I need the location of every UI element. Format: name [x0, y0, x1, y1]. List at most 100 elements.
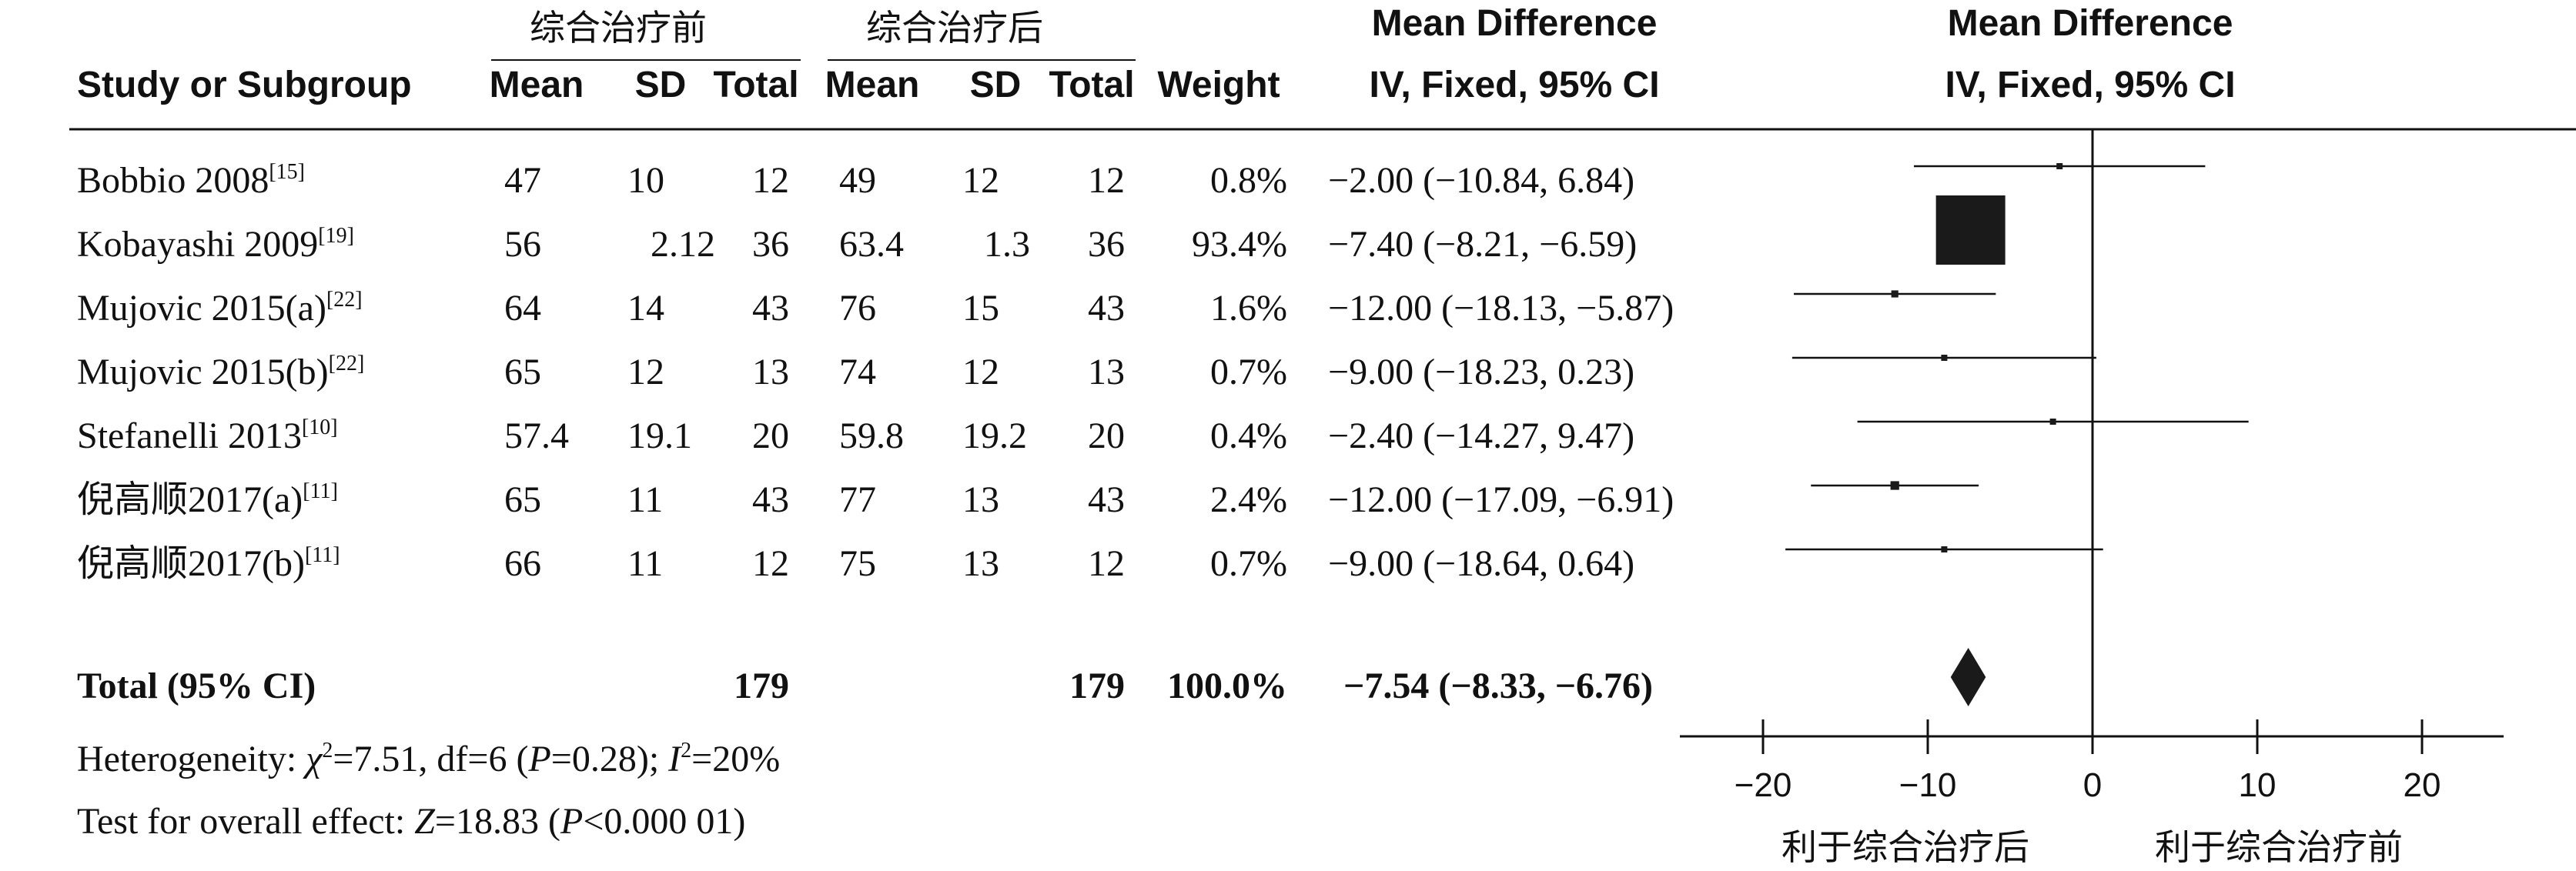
cell-total2: 43 — [1088, 288, 1125, 329]
cell-sd2: 13 — [962, 479, 999, 520]
point-estimate-square — [1890, 481, 1899, 490]
study-name: 倪高顺2017(b)[11] — [77, 543, 340, 584]
cell-sd1: 14 — [627, 288, 664, 329]
group-before-label: 综合治疗前 — [530, 7, 707, 48]
cell-total2: 12 — [1088, 160, 1125, 201]
cell-mean2: 59.8 — [839, 415, 904, 456]
weight-column-header: Weight — [1157, 65, 1280, 105]
cell-mean2: 76 — [839, 288, 876, 329]
cell-sd1: 11 — [627, 543, 663, 584]
total1-column-header: Total — [713, 65, 798, 105]
md-title-header: Mean Difference — [1372, 3, 1658, 44]
study-name: 倪高顺2017(a)[11] — [77, 479, 338, 520]
cell-total2: 20 — [1088, 415, 1125, 456]
md-plot-method-header: IV, Fixed, 95% CI — [1945, 65, 2235, 105]
cell-sd1: 12 — [627, 352, 664, 392]
cell-mean2: 77 — [839, 479, 876, 520]
cell-ci-text: −2.00 (−10.84, 6.84) — [1328, 160, 1634, 201]
total-label: Total (95% CI) — [77, 666, 316, 706]
cell-total2: 13 — [1088, 352, 1125, 392]
cell-mean1: 65 — [504, 352, 541, 392]
cell-sd2: 13 — [962, 543, 999, 584]
table-row: Mujovic 2015(b)[22] 65 12 13 74 12 13 0.7% −9.00… — [77, 352, 1634, 392]
tick-label: 20 — [2404, 766, 2441, 804]
cell-weight: 2.4% — [1210, 479, 1287, 520]
mean1-column-header: Mean — [490, 65, 584, 105]
cell-mean1: 65 — [504, 479, 541, 520]
table-row: Stefanelli 2013[10] 57.4 19.1 20 59.8 19.2 20 0… — [77, 415, 1634, 456]
overall-effect-text: Test for overall effect: Z=18.83 (P<0.00… — [77, 801, 745, 842]
cell-total2: 36 — [1088, 224, 1125, 265]
point-estimate-square — [1935, 195, 2006, 265]
study-name: Mujovic 2015(a)[22] — [77, 288, 363, 329]
table-row: 倪高顺2017(b)[11] 66 11 12 75 13 12 0.7% −9.00 (−18… — [77, 543, 1634, 584]
total-weight-value: 100.0% — [1167, 666, 1287, 706]
mean2-column-header: Mean — [825, 65, 920, 105]
md-plot-title-header: Mean Difference — [1948, 3, 2233, 44]
study-name: Bobbio 2008[15] — [77, 160, 305, 201]
table-row: Bobbio 2008[15] 47 10 12 49 12 12 0.8% −2.00 (−1… — [77, 160, 1634, 201]
tick-label: −10 — [1899, 766, 1957, 804]
cell-sd1: 2.12 — [651, 224, 715, 265]
cell-sd2: 12 — [962, 160, 999, 201]
cell-mean1: 66 — [504, 543, 541, 584]
total2-value: 179 — [1069, 666, 1125, 706]
total-ci-value: −7.54 (−8.33, −6.76) — [1343, 666, 1653, 706]
study-name: Stefanelli 2013[10] — [77, 415, 338, 456]
cell-sd1: 10 — [627, 160, 664, 201]
cell-weight: 0.7% — [1210, 352, 1287, 392]
cell-mean1: 47 — [504, 160, 541, 201]
study-rows: Bobbio 2008[15] 47 10 12 49 12 12 0.8% −2.00 (−1… — [77, 160, 1674, 584]
cell-mean2: 63.4 — [839, 224, 904, 265]
cell-weight: 0.4% — [1210, 415, 1287, 456]
point-estimate-square — [1941, 355, 1948, 361]
pooled-diamond — [1950, 648, 1986, 706]
tick-label: −20 — [1735, 766, 1792, 804]
cell-total1: 43 — [752, 479, 789, 520]
cell-total1: 12 — [752, 160, 789, 201]
cell-ci-text: −9.00 (−18.64, 0.64) — [1328, 543, 1634, 584]
study-name: Mujovic 2015(b)[22] — [77, 352, 364, 392]
table-row: Mujovic 2015(a)[22] 64 14 43 76 15 43 1.6% −12.0… — [77, 288, 1674, 329]
cell-weight: 0.8% — [1210, 160, 1287, 201]
cell-total1: 13 — [752, 352, 789, 392]
cell-ci-text: −12.00 (−18.13, −5.87) — [1328, 288, 1674, 329]
cell-total2: 43 — [1088, 479, 1125, 520]
study-column-header: Study or Subgroup — [77, 65, 412, 105]
table-row: Kobayashi 2009[19] 56 2.12 36 63.4 1.3 36 93.4%… — [77, 224, 1637, 265]
md-method-header: IV, Fixed, 95% CI — [1369, 65, 1659, 105]
x-axis-ticks: −20 −10 0 10 20 — [1735, 719, 2441, 804]
cell-total2: 12 — [1088, 543, 1125, 584]
cell-weight: 0.7% — [1210, 543, 1287, 584]
cell-total1: 20 — [752, 415, 789, 456]
study-name: Kobayashi 2009[19] — [77, 224, 354, 265]
point-estimate-square — [1941, 546, 1948, 552]
tick-label: 10 — [2239, 766, 2277, 804]
cell-ci-text: −2.40 (−14.27, 9.47) — [1328, 415, 1634, 456]
cell-total1: 43 — [752, 288, 789, 329]
cell-mean1: 64 — [504, 288, 541, 329]
cell-weight: 1.6% — [1210, 288, 1287, 329]
cell-ci-text: −12.00 (−17.09, −6.91) — [1328, 479, 1674, 520]
cell-mean2: 74 — [839, 352, 876, 392]
cell-weight: 93.4% — [1192, 224, 1287, 265]
tick-label: 0 — [2083, 766, 2102, 804]
cell-sd2: 1.3 — [984, 224, 1030, 265]
point-estimate-square — [2049, 419, 2056, 425]
cell-total1: 12 — [752, 543, 789, 584]
cell-mean1: 56 — [504, 224, 541, 265]
cell-mean1: 57.4 — [504, 415, 569, 456]
cell-sd1: 11 — [627, 479, 663, 520]
cell-sd1: 19.1 — [627, 415, 692, 456]
favours-left-label: 利于综合治疗后 — [1781, 826, 2029, 868]
cell-ci-text: −7.40 (−8.21, −6.59) — [1328, 224, 1637, 265]
heterogeneity-text: Heterogeneity: χ2=7.51, df=6 (P=0.28); I… — [77, 739, 780, 779]
cell-total1: 36 — [752, 224, 789, 265]
forest-marks — [1785, 163, 2249, 706]
group-after-label: 综合治疗后 — [866, 7, 1043, 48]
cell-mean2: 49 — [839, 160, 876, 201]
total1-value: 179 — [734, 666, 789, 706]
favours-right-label: 利于综合治疗前 — [2155, 826, 2403, 868]
cell-sd2: 12 — [962, 352, 999, 392]
